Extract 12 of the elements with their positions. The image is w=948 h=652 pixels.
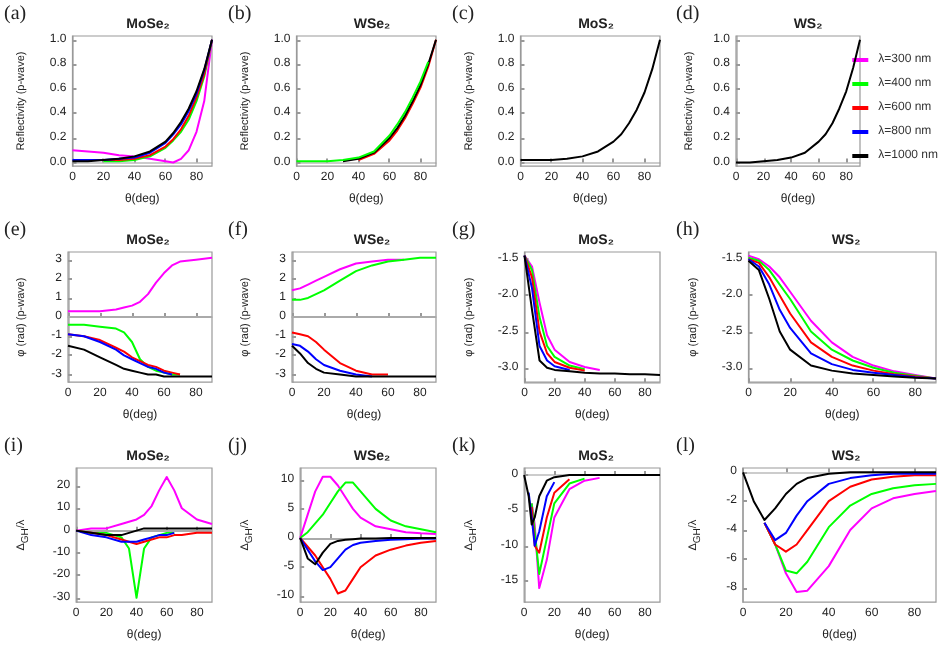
text: (e) (4, 219, 27, 241)
text: (d) (676, 3, 700, 25)
text: (h) (676, 219, 700, 241)
text: (c) (452, 3, 475, 25)
text: (k) (452, 435, 476, 457)
text: (a) (4, 3, 27, 25)
text: (b) (228, 3, 252, 25)
text: (g) (452, 219, 476, 241)
text: (j) (228, 435, 247, 457)
text: (f) (228, 219, 248, 241)
text: (l) (676, 435, 695, 457)
text: (i) (4, 435, 23, 457)
